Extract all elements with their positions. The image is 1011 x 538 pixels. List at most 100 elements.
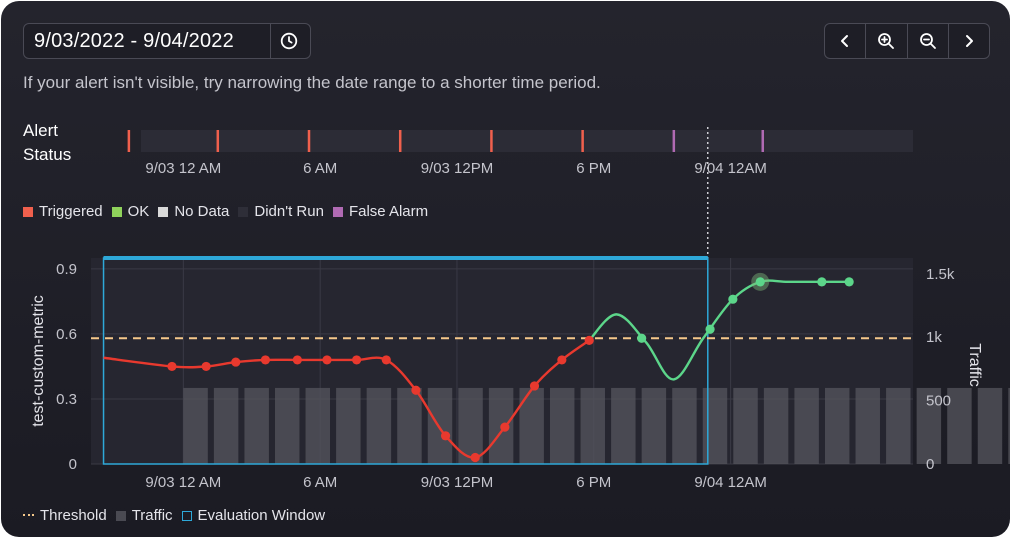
status-legend: Triggered OK No Data Didn't Run False Alarm: [23, 203, 437, 220]
legend-item-evaluation-window: Evaluation Window: [181, 507, 325, 524]
status-event-triggered: [216, 130, 220, 152]
strip-x-tick-label: 6 PM: [576, 160, 611, 177]
legend-label: OK: [127, 203, 150, 220]
traffic-bar: [733, 387, 758, 464]
data-point-triggered: [529, 381, 540, 391]
y-tick-label: 0.9: [56, 261, 77, 278]
data-point-triggered: [584, 335, 594, 345]
data-point-ok: [817, 277, 827, 287]
legend-swatch: [23, 513, 34, 518]
data-point-ok: [705, 324, 715, 334]
y2-tick-label: 1k: [926, 329, 942, 346]
series-line-triggered: [103, 339, 590, 459]
data-point-triggered: [470, 452, 480, 463]
legend-item-ok: OK: [111, 203, 150, 220]
y2-tick-label: 1.5k: [926, 266, 955, 283]
legend-item-false-alarm: False Alarm: [332, 203, 429, 220]
traffic-bar: [336, 387, 361, 464]
traffic-bar: [458, 387, 483, 464]
data-point-triggered: [201, 361, 211, 372]
status-event-triggered: [581, 130, 584, 152]
clock-icon[interactable]: [280, 32, 298, 50]
strip-x-tick-label: 9/04 12AM: [694, 160, 767, 177]
data-point-triggered: [322, 355, 332, 365]
strip-x-tick-label: 9/03 12PM: [421, 160, 494, 177]
y-axis-label: test-custom-metric: [30, 295, 47, 427]
status-strip-track: [141, 130, 913, 152]
chevron-right-icon: [965, 35, 973, 47]
traffic-bar: [855, 387, 880, 464]
date-divider: [270, 24, 271, 58]
data-point-triggered: [411, 385, 421, 395]
alert-status-label-line1: Alert: [23, 121, 58, 140]
traffic-bar: [672, 387, 697, 464]
date-range-text: 9/03/2022 - 9/04/2022: [34, 30, 234, 52]
legend-label: Didn't Run: [254, 203, 324, 220]
x-tick-label: 9/03 12PM: [421, 474, 494, 491]
y2-tick-label: 0: [926, 456, 934, 473]
traffic-bar: [611, 387, 636, 464]
traffic-bar: [824, 387, 850, 464]
status-event-triggered: [490, 130, 493, 152]
legend-item-traffic: Traffic: [115, 507, 173, 524]
data-point-triggered: [440, 431, 451, 441]
data-point-triggered: [352, 355, 362, 365]
traffic-bar: [794, 387, 819, 464]
data-point-triggered: [381, 355, 391, 365]
traffic-bar: [183, 387, 208, 464]
legend-swatch: [23, 206, 33, 217]
status-event-triggered: [398, 130, 402, 152]
data-point-triggered: [167, 361, 177, 372]
alert-status-label: Alert Status: [23, 119, 71, 167]
strip-x-tick-label: 9/03 12 AM: [145, 160, 221, 177]
evaluation-window-top-bar: [103, 256, 708, 260]
legend-label: Traffic: [131, 507, 173, 524]
legend-item-no-data: No Data: [158, 203, 229, 220]
legend-swatch: [158, 206, 169, 217]
traffic-bar: [244, 387, 269, 464]
date-range-picker[interactable]: 9/03/2022 - 9/04/2022: [23, 23, 311, 59]
previous-button[interactable]: [825, 24, 867, 58]
traffic-bar: [916, 387, 942, 464]
legend-swatch: [238, 206, 249, 217]
series-line-ok: [588, 279, 850, 381]
y2-tick-label: 500: [926, 393, 951, 410]
traffic-bar: [977, 387, 1003, 464]
traffic-bar: [397, 387, 422, 464]
y-tick-label: 0.3: [56, 391, 77, 408]
legend-swatch: [332, 206, 343, 217]
traffic-bar: [213, 387, 239, 464]
strip-x-tick-label: 6 AM: [303, 160, 337, 177]
data-point-triggered: [557, 355, 567, 365]
x-tick-label: 6 AM: [303, 474, 337, 491]
data-point-triggered: [500, 422, 510, 432]
zoom-in-icon: [878, 33, 895, 49]
traffic-bar: [702, 387, 728, 464]
legend-swatch: [111, 206, 122, 217]
traffic-bar: [947, 387, 972, 464]
bottom-legend: Threshold Traffic Evaluation Window: [23, 507, 334, 524]
x-tick-label: 6 PM: [576, 474, 611, 491]
zoom-out-button[interactable]: [908, 24, 949, 58]
date-range-hint: If your alert isn't visible, try narrowi…: [23, 73, 601, 92]
legend-label: No Data: [174, 203, 230, 220]
status-event-false-alarm: [761, 130, 765, 152]
y-tick-label: 0.6: [56, 326, 77, 343]
traffic-bar: [763, 387, 789, 464]
traffic-bar: [427, 387, 453, 464]
traffic-bar: [886, 387, 911, 464]
next-button[interactable]: [949, 24, 989, 58]
legend-swatch: [181, 510, 192, 521]
legend-item-didn-t-run: Didn't Run: [238, 203, 324, 220]
data-point-ok: [728, 294, 738, 304]
traffic-bar: [580, 387, 605, 464]
status-event-triggered: [127, 130, 131, 152]
alert-status-label-line2: Status: [23, 145, 72, 164]
zoom-in-button[interactable]: [866, 24, 908, 58]
status-event-triggered: [307, 130, 311, 152]
legend-label: Threshold: [40, 507, 107, 524]
legend-label: False Alarm: [348, 203, 429, 220]
traffic-bar: [366, 387, 392, 464]
traffic-bar: [1008, 387, 1010, 464]
